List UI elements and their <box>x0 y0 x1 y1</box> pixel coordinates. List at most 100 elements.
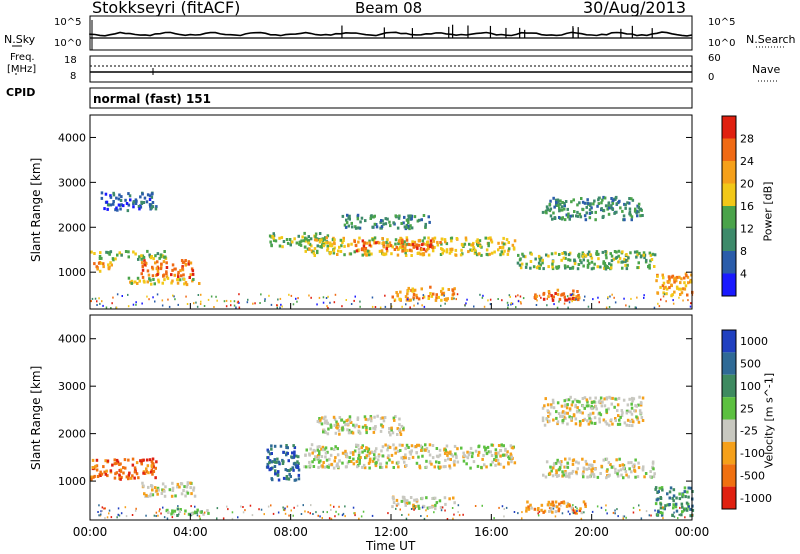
power-cell <box>181 266 184 270</box>
power-noise-cell <box>510 302 513 305</box>
power-cell <box>143 259 146 263</box>
velocity-noise-cell <box>240 505 242 508</box>
velocity-cell <box>494 451 498 455</box>
velocity-cell <box>176 482 180 486</box>
power-noise-cell <box>507 306 509 309</box>
power-cell <box>340 244 343 248</box>
velocity-cell <box>630 412 634 416</box>
velocity-cell <box>171 481 174 485</box>
power-cell <box>479 244 482 248</box>
power-noise-cell <box>279 297 282 300</box>
velocity-noise-cell <box>441 506 444 509</box>
velocity-cell <box>595 407 598 411</box>
power-cell <box>411 287 414 291</box>
velocity-cell <box>614 419 617 422</box>
velocity-cell <box>427 449 430 453</box>
velocity-cell <box>270 460 273 464</box>
power-cell <box>422 247 426 251</box>
power-noise-cell <box>510 303 512 306</box>
power-cell <box>581 200 585 204</box>
power-colorbar-frame <box>721 115 737 297</box>
velocity-cell <box>171 486 175 490</box>
power-cell <box>498 246 502 249</box>
velocity-cell <box>437 455 440 459</box>
velocity-cell <box>672 494 676 498</box>
velocity-noise-cell <box>462 513 464 516</box>
power-cell <box>314 235 317 239</box>
velocity-cell <box>605 469 609 473</box>
power-cell <box>676 275 679 279</box>
velocity-cell <box>446 453 449 457</box>
power-cell <box>431 249 435 253</box>
velocity-cell <box>545 460 549 464</box>
power-cell <box>577 293 580 297</box>
power-cell <box>382 222 385 226</box>
velocity-cell <box>581 419 585 422</box>
power-cell <box>593 262 596 266</box>
power-cell <box>361 248 364 252</box>
velocity-cell <box>660 486 664 490</box>
velocity-cell <box>414 505 417 508</box>
power-cell <box>364 247 368 250</box>
velocity-cell <box>574 405 577 409</box>
velocity-cell <box>365 446 368 450</box>
velocity-cell <box>363 449 367 453</box>
power-cell <box>388 220 391 224</box>
xtick-label: 00:00 <box>675 525 710 539</box>
power-cell <box>586 252 590 256</box>
velocity-cell <box>103 470 106 474</box>
xtick-label: 12:00 <box>374 525 409 539</box>
velocity-noise-cell <box>387 512 389 515</box>
velocity-cell <box>610 465 614 469</box>
power-cell <box>512 247 516 251</box>
power-cell <box>381 252 385 256</box>
power-cell <box>278 244 282 248</box>
power-cell <box>412 296 415 300</box>
power-noise-cell <box>235 306 237 309</box>
power-cell <box>405 238 409 242</box>
power-cell <box>569 266 572 270</box>
velocity-noise-cell <box>108 512 110 515</box>
velocity-noise-cell <box>231 517 234 520</box>
velocity-cell <box>120 475 123 479</box>
velocity-cell <box>308 453 311 457</box>
velocity-cell <box>368 457 372 461</box>
velocity-noise-cell <box>333 505 335 508</box>
velocity-cell <box>675 509 679 513</box>
power-cell <box>554 198 558 202</box>
velocity-cell <box>413 498 416 502</box>
power-noise-cell <box>264 300 266 302</box>
power-cell <box>132 202 135 206</box>
power-cell <box>410 254 413 257</box>
velocity-cell <box>656 497 660 501</box>
velocity-noise-cell <box>662 517 664 520</box>
velocity-cell <box>674 502 678 506</box>
velocity-cell <box>618 464 622 468</box>
velocity-cell <box>579 410 582 414</box>
power-colorbar-segment <box>722 116 736 139</box>
power-cell <box>423 236 426 240</box>
power-cell <box>379 226 382 230</box>
velocity-cell <box>653 472 656 476</box>
velocity-cell <box>111 463 114 467</box>
power-noise-cell <box>264 298 266 301</box>
power-cell <box>468 242 471 246</box>
velocity-cell <box>456 447 459 451</box>
velocity-cell <box>504 448 507 452</box>
velocity-cell <box>178 510 182 513</box>
velocity-cell <box>666 492 669 496</box>
power-cell <box>427 246 430 250</box>
power-cell <box>630 197 633 201</box>
velocity-noise-cell <box>116 516 118 519</box>
power-noise-cell <box>156 293 159 296</box>
power-cell <box>430 241 433 245</box>
power-cell <box>607 212 611 216</box>
power-noise-cell <box>422 294 425 297</box>
power-cell <box>579 259 582 263</box>
power-cell <box>405 236 409 240</box>
power-cell <box>127 276 131 280</box>
power-cell <box>379 220 382 224</box>
power-noise-cell <box>672 302 675 305</box>
power-cell <box>345 218 348 222</box>
power-cell <box>454 253 458 257</box>
